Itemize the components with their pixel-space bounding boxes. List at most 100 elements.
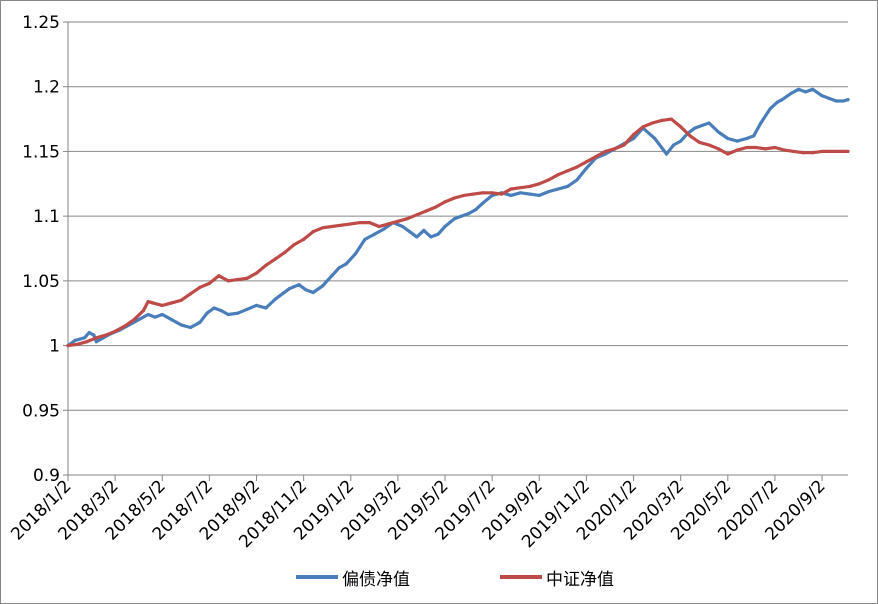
- data-point-bond: [803, 90, 808, 94]
- data-point-bond: [518, 191, 523, 195]
- y-tick-label: 1.25: [22, 13, 60, 33]
- legend-swatch-bond: [296, 575, 338, 579]
- data-point-bond: [811, 87, 815, 91]
- data-point-csi: [462, 193, 466, 198]
- data-point-csi: [556, 173, 560, 177]
- data-point-csi: [273, 257, 277, 261]
- data-point-csi: [679, 125, 683, 129]
- data-point-csi: [245, 276, 249, 280]
- data-point-bond: [94, 340, 98, 344]
- data-point-bond: [474, 208, 478, 212]
- data-point-csi: [198, 285, 202, 289]
- data-point-bond: [452, 217, 457, 221]
- data-point-csi: [443, 200, 447, 204]
- data-point-bond: [330, 274, 334, 278]
- data-point-bond: [170, 318, 174, 322]
- data-point-csi: [311, 230, 315, 234]
- data-point-bond: [443, 224, 447, 229]
- data-point-csi: [170, 301, 174, 305]
- data-point-csi: [283, 250, 287, 254]
- data-point-csi: [641, 125, 645, 129]
- data-point-csi: [707, 143, 711, 147]
- data-point-bond: [311, 290, 315, 295]
- data-point-bond: [752, 134, 756, 138]
- data-point-csi: [349, 222, 353, 226]
- data-point-csi: [302, 237, 306, 242]
- data-point-bond: [664, 152, 669, 156]
- data-point-bond: [584, 166, 589, 170]
- data-point-bond: [297, 283, 301, 287]
- series-line-bond: [66, 87, 850, 348]
- y-tick-label: 0.95: [22, 401, 60, 421]
- data-point-bond: [716, 130, 720, 134]
- data-point-csi: [132, 318, 136, 322]
- data-point-bond: [556, 187, 560, 191]
- data-point-bond: [245, 307, 249, 311]
- data-point-csi: [236, 277, 240, 282]
- y-tick-label: 1.1: [33, 207, 60, 227]
- y-tick-label: 0.9: [33, 466, 60, 486]
- data-point-csi: [792, 149, 796, 154]
- data-point-csi: [613, 147, 617, 151]
- data-point-bond: [344, 262, 348, 266]
- data-point-csi: [339, 223, 343, 227]
- data-point-bond: [353, 252, 358, 256]
- data-point-csi: [490, 191, 494, 195]
- y-tick-label: 1: [49, 337, 60, 357]
- data-point-bond: [834, 99, 838, 103]
- data-point-bond: [846, 98, 850, 102]
- y-tick-label: 1.05: [22, 272, 60, 292]
- data-point-csi: [528, 184, 532, 188]
- data-point-csi: [660, 118, 664, 122]
- data-point-csi: [697, 140, 702, 144]
- data-point-bond: [679, 139, 683, 143]
- data-point-bond: [280, 292, 285, 296]
- data-point-csi: [320, 226, 325, 230]
- data-point-bond: [92, 333, 96, 337]
- data-point-bond: [759, 121, 763, 125]
- data-point-csi: [471, 192, 475, 196]
- data-point-csi: [499, 192, 504, 196]
- data-point-csi: [141, 309, 146, 313]
- series-line-csi: [66, 117, 850, 348]
- data-point-bond: [547, 189, 551, 194]
- data-point-csi: [565, 169, 570, 173]
- data-point-bond: [236, 311, 240, 315]
- data-point-csi: [846, 149, 850, 154]
- data-point-csi: [575, 165, 579, 169]
- data-point-csi: [188, 292, 193, 296]
- data-point-bond: [726, 136, 730, 141]
- data-point-csi: [547, 178, 551, 182]
- data-point-bond: [363, 237, 367, 242]
- data-point-csi: [415, 213, 419, 217]
- data-point-csi: [66, 343, 70, 348]
- data-point-bond: [372, 232, 376, 236]
- data-point-bond: [459, 214, 464, 218]
- y-tick-label: 1.2: [33, 78, 60, 98]
- data-point-bond: [304, 288, 308, 292]
- data-point-bond: [467, 211, 471, 216]
- data-point-bond: [481, 201, 485, 205]
- data-point-csi: [104, 333, 108, 337]
- data-point-bond: [82, 336, 87, 340]
- data-point-csi: [151, 301, 155, 305]
- data-point-bond: [264, 306, 268, 310]
- data-point-csi: [650, 121, 655, 125]
- data-point-csi: [377, 224, 381, 229]
- data-point-csi: [509, 187, 513, 191]
- data-point-bond: [401, 224, 405, 229]
- data-point-bond: [320, 284, 325, 288]
- legend-label-csi: 中证净值: [546, 569, 614, 590]
- data-point-csi: [264, 263, 268, 267]
- data-point-csi: [622, 143, 626, 147]
- data-point-csi: [518, 186, 523, 190]
- data-point-bond: [827, 96, 831, 100]
- data-point-bond: [490, 193, 494, 198]
- data-point-csi: [434, 205, 438, 209]
- data-point-bond: [841, 99, 845, 103]
- data-point-bond: [146, 312, 150, 317]
- data-point-csi: [763, 147, 768, 151]
- data-point-csi: [735, 148, 739, 152]
- data-point-csi: [716, 147, 720, 151]
